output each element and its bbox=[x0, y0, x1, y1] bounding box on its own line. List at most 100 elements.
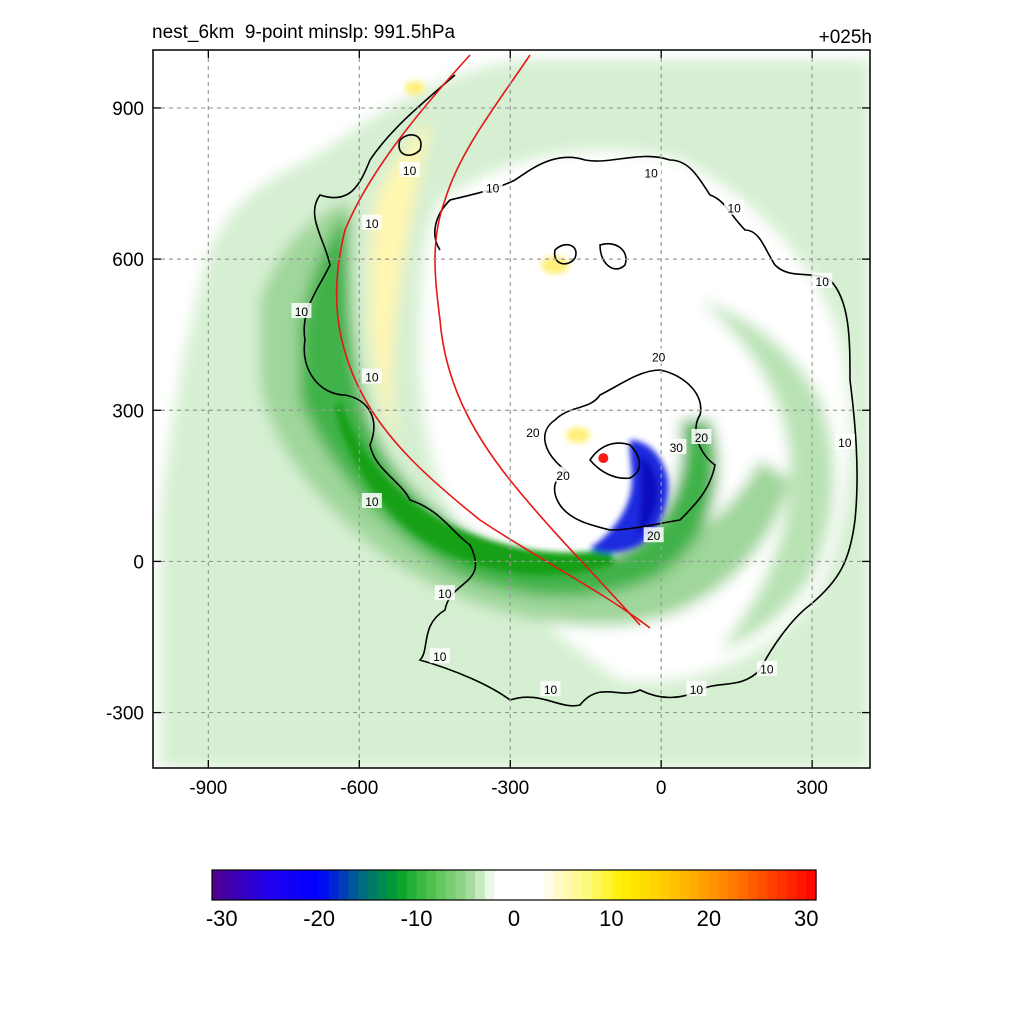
colorbar-frame bbox=[211, 869, 817, 901]
colorbar-bin bbox=[309, 870, 320, 900]
y-tick-label: 300 bbox=[112, 401, 144, 422]
colorbar-bin bbox=[767, 870, 778, 900]
colorbar-tick-label: -10 bbox=[401, 906, 433, 931]
colorbar-bin bbox=[699, 870, 710, 900]
colorbar-bin bbox=[543, 870, 554, 900]
colorbar-bin bbox=[738, 870, 749, 900]
colorbar-bin bbox=[504, 870, 515, 900]
contour-label-bg bbox=[553, 466, 574, 482]
shaded-field bbox=[160, 60, 870, 768]
contour-labels: 10 10 10 10 10 10 10 10 10 10 10 10 10 10 10 20 20 20 30 20… bbox=[291, 161, 855, 697]
chart-title: nest_6km 9-point minslp: 991.5hPa bbox=[152, 22, 456, 43]
colorbar-bin bbox=[221, 870, 233, 900]
contour-label: 10 bbox=[433, 650, 447, 664]
contour-label-bg bbox=[361, 214, 382, 230]
colorbar-bin bbox=[241, 870, 252, 900]
colorbar-bin bbox=[591, 870, 603, 900]
colorbar-bin bbox=[747, 870, 759, 900]
colorbar-bin bbox=[650, 870, 661, 900]
colorbar-tick-label: 20 bbox=[697, 906, 721, 931]
colorbar-bin bbox=[445, 870, 457, 900]
contour-label-bg bbox=[834, 434, 855, 450]
colorbar-bin bbox=[455, 870, 466, 900]
y-tick-label: 900 bbox=[112, 99, 144, 120]
contour-label-bg bbox=[648, 348, 669, 364]
colorbar-bin bbox=[397, 870, 408, 900]
y-tick-label: 600 bbox=[112, 250, 144, 271]
contour-label: 10 bbox=[365, 495, 379, 509]
colorbar-bin bbox=[757, 870, 768, 900]
track-lines bbox=[335, 54, 651, 629]
colorbar-bin bbox=[562, 870, 574, 900]
contour-label-bg bbox=[291, 303, 312, 319]
colorbar-bin bbox=[319, 870, 330, 900]
colorbar-bin bbox=[475, 870, 486, 900]
colorbar: -30 -20 -10 0 10 20 30 bbox=[206, 869, 819, 931]
colorbar-tick-label: 30 bbox=[794, 906, 818, 931]
colorbar-bin bbox=[689, 870, 700, 900]
x-tick-label: 300 bbox=[796, 778, 828, 799]
colorbar-bin bbox=[270, 870, 281, 900]
colorbar-bin bbox=[523, 870, 535, 900]
colorbar-bin bbox=[630, 870, 642, 900]
contour-label-bg bbox=[666, 439, 687, 455]
colorbar-bin bbox=[514, 870, 525, 900]
colorbar-bin bbox=[572, 870, 583, 900]
colorbar-bin bbox=[465, 870, 476, 900]
axes: -900 -600 -300 0 300 900 600 300 0 -300 bbox=[106, 50, 870, 799]
contour-label: 10 bbox=[544, 683, 558, 697]
contour-label: 30 bbox=[670, 441, 684, 455]
contour-label-bg bbox=[643, 527, 664, 543]
colorbar-bin bbox=[406, 870, 418, 900]
colorbar-bin bbox=[328, 870, 340, 900]
colorbar-bin bbox=[806, 870, 817, 900]
y-tick-label: -300 bbox=[106, 704, 144, 725]
colorbar-bin bbox=[299, 870, 311, 900]
colorbar-bin bbox=[611, 870, 622, 900]
contour-label: 20 bbox=[556, 469, 570, 483]
contour-label: 10 bbox=[438, 587, 452, 601]
contour-label: 10 bbox=[365, 217, 379, 231]
colorbar-bin bbox=[358, 870, 369, 900]
contour-label: 10 bbox=[838, 436, 852, 450]
contour-label-bg bbox=[399, 161, 420, 177]
contour-label: 10 bbox=[690, 683, 704, 697]
contour-label: 20 bbox=[526, 426, 540, 440]
contour-label-bg bbox=[429, 648, 450, 664]
contour-label-bg bbox=[434, 585, 455, 601]
contour-label: 10 bbox=[295, 305, 309, 319]
colorbar-tick-label: 0 bbox=[508, 906, 520, 931]
x-tick-label: -300 bbox=[491, 778, 529, 799]
contour-label: 10 bbox=[365, 371, 379, 385]
contour-label-bg bbox=[361, 368, 382, 384]
colorbar-bin bbox=[260, 870, 272, 900]
colorbar-bin bbox=[640, 870, 651, 900]
colorbar-bin bbox=[582, 870, 593, 900]
contour-label-bg bbox=[361, 492, 382, 508]
contour-label-bg bbox=[812, 272, 833, 288]
colorbar-tick-label: 10 bbox=[599, 906, 623, 931]
colorbar-bin bbox=[777, 870, 788, 900]
contour-label: 10 bbox=[644, 166, 658, 180]
contour-label: 20 bbox=[647, 529, 661, 543]
colorbar-bin bbox=[212, 870, 223, 900]
colorbar-bin bbox=[367, 870, 379, 900]
colorbar-bin bbox=[250, 870, 262, 900]
contour-label: 10 bbox=[727, 202, 741, 216]
forecast-hour-label: +025h bbox=[818, 27, 872, 48]
colorbar-bin bbox=[796, 870, 807, 900]
colorbar-bin bbox=[387, 870, 398, 900]
colorbar-bin bbox=[533, 870, 544, 900]
contour-label-bg bbox=[482, 179, 503, 195]
colorbar-bin bbox=[348, 870, 359, 900]
colorbar-bin bbox=[728, 870, 739, 900]
colorbar-bin bbox=[669, 870, 681, 900]
contour-label-bg bbox=[756, 660, 777, 676]
x-tick-label: -600 bbox=[340, 778, 378, 799]
contour-label: 10 bbox=[486, 182, 500, 196]
colorbar-tick-label: -30 bbox=[206, 906, 238, 931]
colorbar-bin bbox=[708, 870, 720, 900]
colorbar-bin bbox=[416, 870, 427, 900]
